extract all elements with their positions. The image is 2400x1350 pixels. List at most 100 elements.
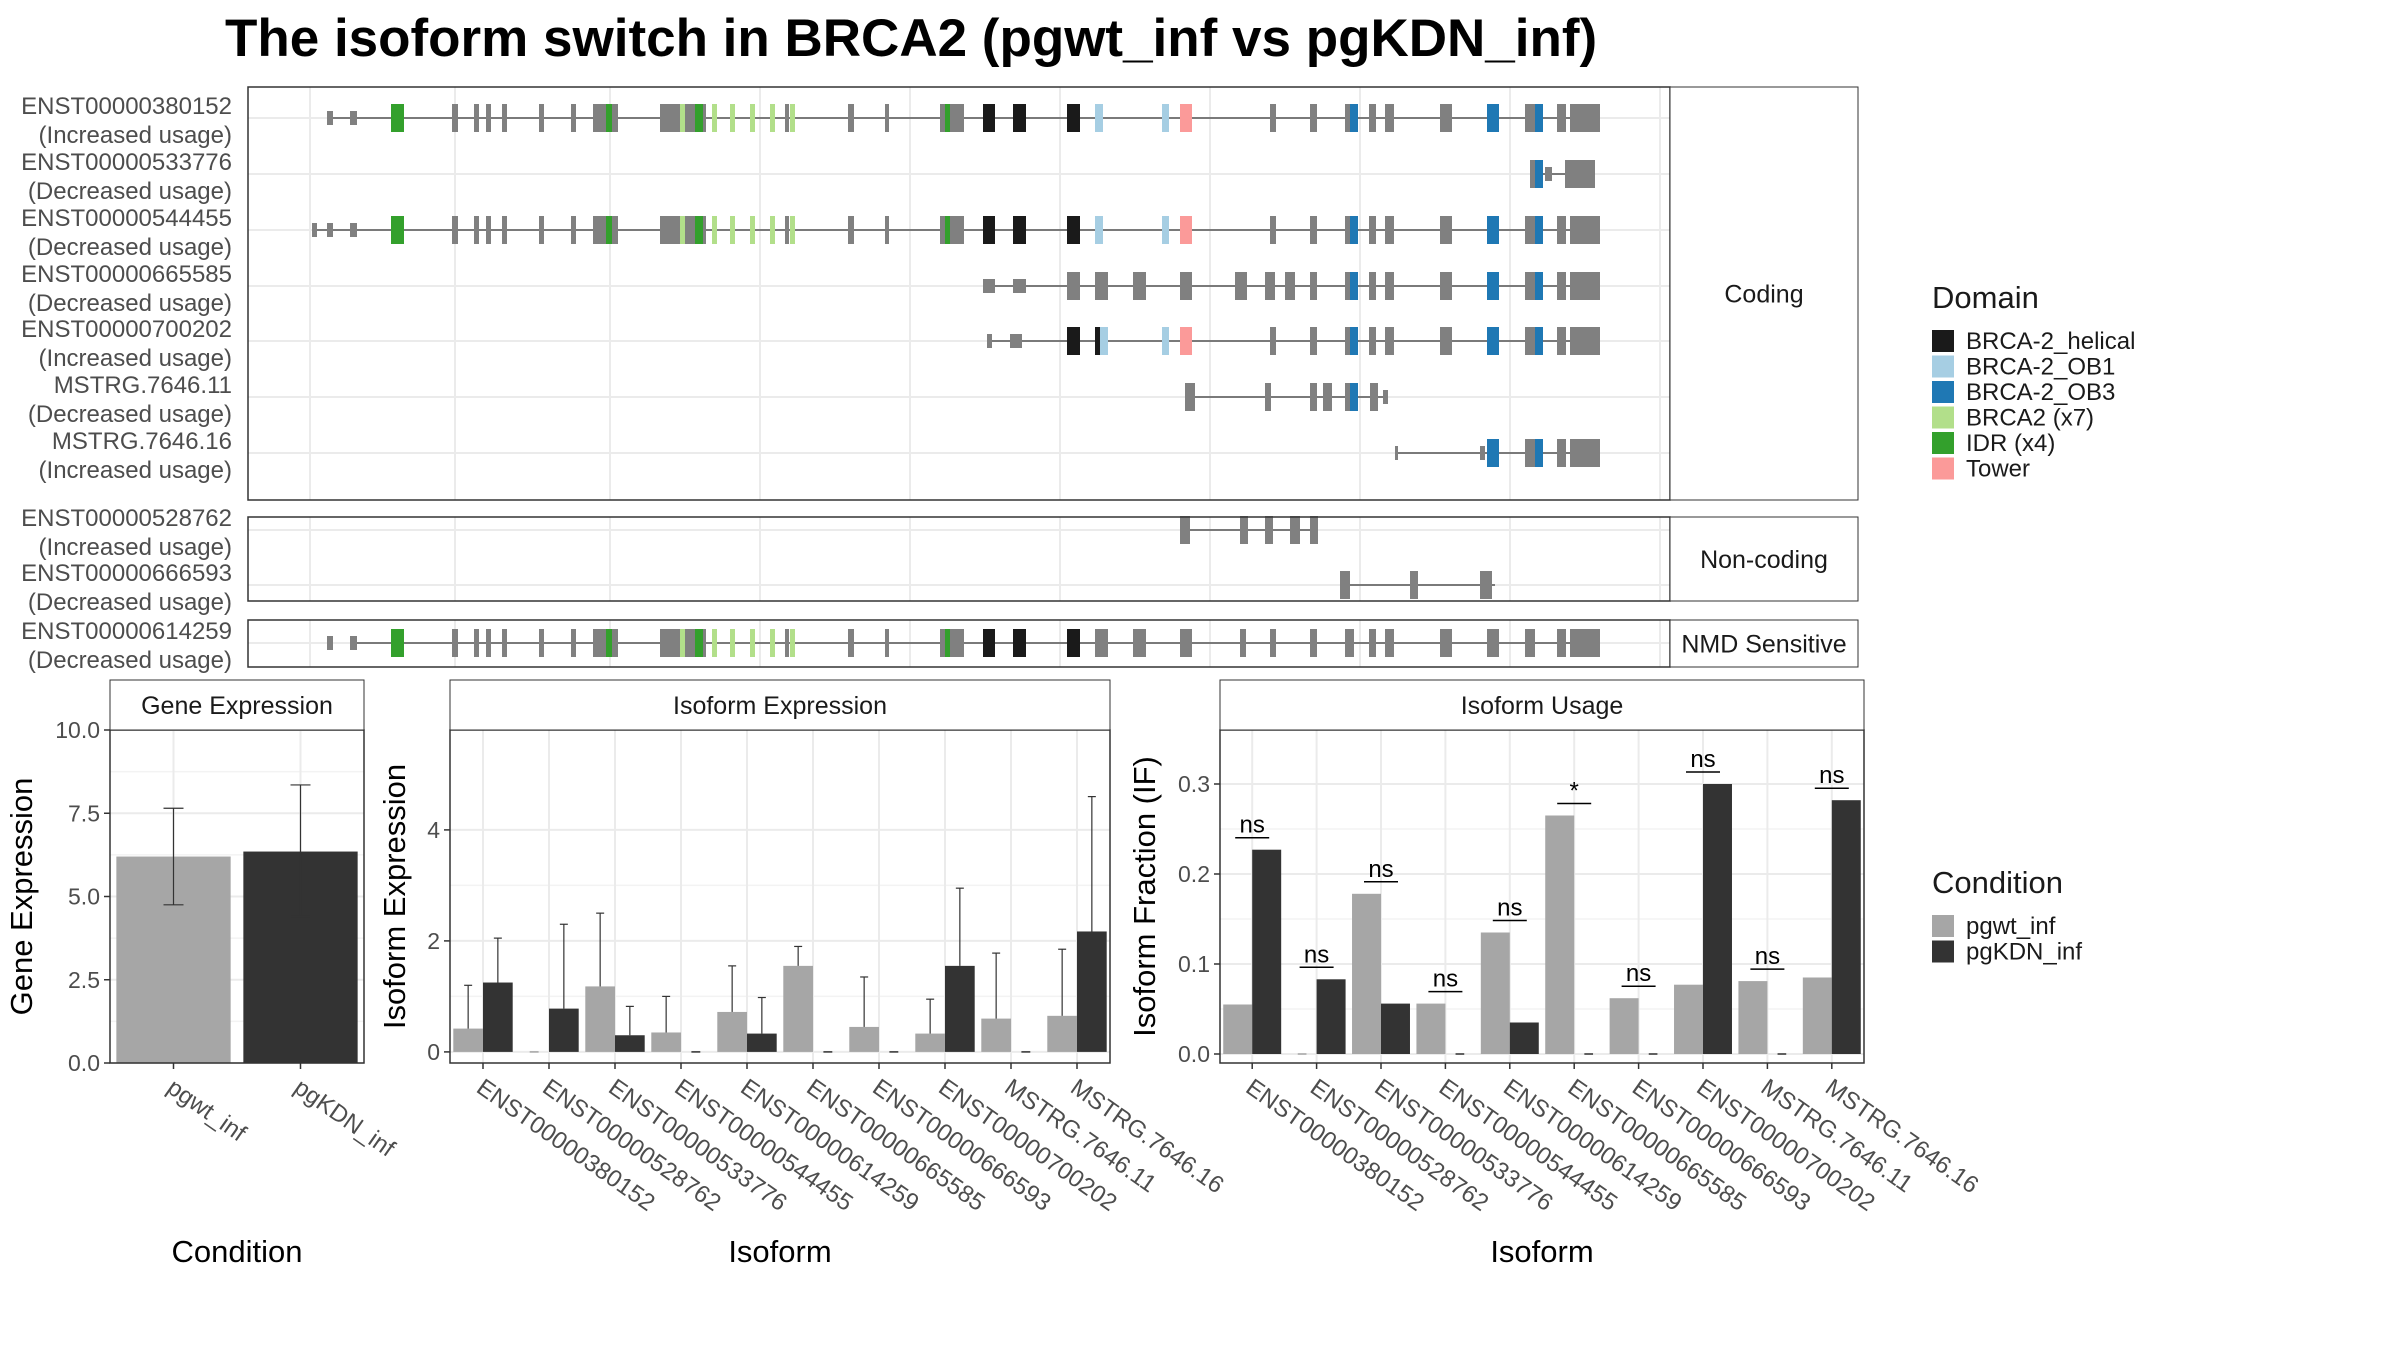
domain-segment (1180, 327, 1192, 355)
exon (1010, 334, 1022, 348)
exon (1480, 446, 1485, 460)
panel-strip (1219, 679, 1865, 731)
legend-swatch (1932, 381, 1954, 403)
exon (785, 104, 789, 132)
exon (1290, 516, 1300, 544)
significance-label: ns (1304, 941, 1329, 968)
legend-label: pgKDN_inf (1966, 939, 2082, 966)
transcript-id-label: ENST00000544455 (21, 205, 232, 232)
domain-segment (712, 629, 717, 657)
exon (486, 216, 491, 244)
legend-label: pgwt_inf (1966, 913, 2056, 940)
exon (1013, 279, 1026, 293)
exon (571, 629, 576, 657)
exon (1440, 104, 1452, 132)
significance-label: ns (1755, 943, 1780, 970)
domain-segment (750, 104, 755, 132)
domain-segment (1067, 104, 1080, 132)
exon (885, 629, 889, 657)
exon (1440, 327, 1452, 355)
legend-label: IDR (x4) (1966, 430, 2055, 457)
exon (593, 104, 618, 132)
exon (593, 216, 618, 244)
legend-swatch (1932, 355, 1954, 378)
exon (1310, 216, 1317, 244)
exon (502, 104, 507, 132)
transcript-usage-label: (Decreased usage) (28, 589, 232, 616)
legend-swatch (1932, 940, 1954, 963)
exon (539, 104, 544, 132)
domain-segment (770, 104, 775, 132)
bar-pgwt_inf (1352, 893, 1381, 1054)
exon (327, 223, 333, 237)
y-axis-title: Gene Expression (4, 778, 39, 1016)
exon (1525, 629, 1535, 657)
exon (1270, 629, 1276, 657)
exon (987, 334, 992, 348)
domain-segment (1487, 327, 1499, 355)
exon (785, 216, 789, 244)
y-tick-label: 5.0 (68, 884, 100, 910)
exon (1180, 272, 1192, 300)
legend-label: BRCA-2_OB1 (1966, 354, 2115, 381)
exon (1570, 272, 1600, 300)
domain-segment (1162, 104, 1169, 132)
exon (1133, 629, 1146, 657)
transcript-id-label: MSTRG.7646.16 (52, 428, 232, 455)
exon (1185, 383, 1195, 411)
panel-strip-label: NMD Sensitive (1681, 631, 1846, 659)
domain-segment (730, 216, 735, 244)
exon (1369, 629, 1376, 657)
exon (1557, 327, 1566, 355)
y-tick-label: 0 (427, 1039, 440, 1065)
plot-background (450, 730, 1110, 1063)
domain-segment (1067, 629, 1080, 657)
transcript-id-label: ENST00000614259 (21, 618, 232, 645)
significance-label: ns (1368, 856, 1393, 883)
panel-strip-label: Isoform Usage (1461, 692, 1624, 720)
exon (350, 111, 357, 125)
bar-pgwt_inf (453, 1028, 483, 1052)
bar-pgwt_inf (1480, 932, 1510, 1054)
exon (327, 111, 333, 125)
exon (539, 216, 544, 244)
exon (1385, 327, 1394, 355)
bar-pgKDN_inf (1381, 1003, 1410, 1054)
bar-pgwt_inf (1738, 981, 1768, 1054)
exon (1310, 272, 1317, 300)
transcript-id-label: MSTRG.7646.11 (54, 372, 232, 399)
bar-pgKDN_inf (483, 982, 513, 1052)
exon (1310, 383, 1317, 411)
domain-segment (1095, 327, 1103, 355)
exon (1240, 516, 1248, 544)
domain-segment (1487, 216, 1499, 244)
exon (1345, 629, 1354, 657)
legend-swatch (1932, 915, 1954, 937)
domain-segment (680, 104, 685, 132)
transcript-usage-label: (Decreased usage) (28, 647, 232, 674)
exon (1345, 272, 1354, 300)
y-axis-title: Isoform Fraction (IF) (1127, 756, 1162, 1037)
exon (1270, 327, 1276, 355)
exon (1285, 272, 1295, 300)
domain-segment (606, 104, 612, 132)
domain-segment (1487, 104, 1499, 132)
domain-segment (1535, 327, 1543, 355)
exon (1180, 629, 1192, 657)
domain-segment (695, 216, 703, 244)
transcript-id-label: ENST00000380152 (21, 93, 232, 120)
exon (1310, 516, 1318, 544)
exon (1133, 272, 1146, 300)
panel-strip (1669, 86, 1859, 501)
domain-segment (1162, 327, 1169, 355)
exon (940, 216, 964, 244)
domain-segment (770, 629, 775, 657)
x-tick-label: pgKDN_inf (289, 1074, 400, 1163)
domain-segment (790, 629, 795, 657)
chart-panel-1: 024ENST00000380152ENST00000528762ENST000… (377, 679, 1229, 1269)
exon (1323, 383, 1332, 411)
bar-pgKDN_inf (945, 965, 975, 1052)
exon (1345, 104, 1354, 132)
exon (983, 279, 995, 293)
